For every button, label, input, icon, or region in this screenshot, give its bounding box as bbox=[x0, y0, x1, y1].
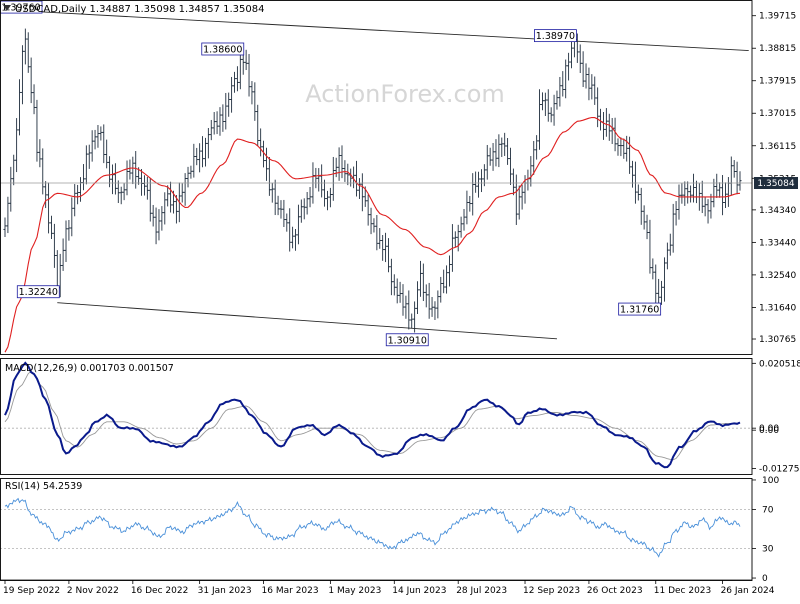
price-tick-label: 1.36115 bbox=[759, 142, 796, 152]
triangle-down-icon bbox=[3, 5, 11, 11]
rsi-tick-label: 0 bbox=[762, 574, 768, 584]
rsi-tick-label: 30 bbox=[762, 545, 774, 555]
time-tick-label: 1 May 2023 bbox=[328, 586, 381, 596]
time-tick-label: 19 Sep 2022 bbox=[3, 586, 60, 596]
macd-panel: MACD(12,26,9) 0.001703 0.001507 0.020518… bbox=[0, 359, 800, 474]
macd-signal-line bbox=[4, 370, 740, 461]
lower-channel-trendline bbox=[57, 302, 558, 340]
time-tick-label: 16 Dec 2022 bbox=[131, 586, 189, 596]
price-tick-label: 1.31640 bbox=[759, 303, 796, 313]
macd-tick-label: -0.012755 bbox=[759, 464, 800, 474]
moving-average-line bbox=[4, 116, 741, 353]
price-tick-label: 1.39715 bbox=[759, 12, 796, 22]
time-tick-label: 28 Jul 2023 bbox=[456, 586, 507, 596]
header-ohlc-text: USDCAD,Daily 1.34887 1.35098 1.34857 1.3… bbox=[15, 4, 265, 15]
time-axis: 19 Sep 2022 2 Nov 2022 16 Dec 2022 31 Jan 2… bbox=[0, 579, 775, 596]
price-tick-label: 1.37915 bbox=[759, 77, 796, 87]
time-tick-label: 16 Mar 2023 bbox=[262, 586, 319, 596]
chart-header: USDCAD,Daily 1.34887 1.35098 1.34857 1.3… bbox=[3, 4, 265, 15]
label-1-38970: 1.38970 bbox=[534, 29, 577, 43]
price-tag-label: 1.35084 bbox=[757, 179, 794, 189]
macd-line bbox=[4, 361, 741, 469]
panel-frames bbox=[0, 0, 753, 581]
price-tick-label: 1.33440 bbox=[759, 238, 796, 248]
price-tick-label: 1.37015 bbox=[759, 109, 796, 119]
time-tick-label: 26 Jan 2024 bbox=[721, 586, 775, 596]
price-tick-label: 1.32540 bbox=[759, 271, 796, 281]
macd-tick-label: 0.020518 bbox=[759, 359, 800, 369]
annotation-box bbox=[0, 0, 43, 14]
panel-frame-2 bbox=[0, 478, 753, 581]
label-1-39760: 1.39760 bbox=[0, 0, 43, 14]
time-tick-label: 12 Sep 2023 bbox=[523, 586, 580, 596]
swing-point-labels: 1.39760 1.38600 1.38970 1.32240 1.30910 1.317… bbox=[0, 0, 662, 347]
annotation-text: 1.30910 bbox=[388, 335, 427, 346]
label-1-38600: 1.38600 bbox=[201, 42, 245, 56]
time-tick-label: 26 Oct 2023 bbox=[587, 586, 643, 596]
annotation-text: 1.38600 bbox=[203, 44, 242, 55]
annotation-text: 1.39760 bbox=[1, 3, 40, 14]
annotation-box bbox=[534, 29, 577, 43]
label-1-30910: 1.30910 bbox=[385, 333, 429, 347]
current-price-tag: 1.35084 bbox=[754, 176, 798, 189]
annotation-box bbox=[201, 42, 245, 56]
price-panel: ActionForex.com 1.397601.386001.389701.3… bbox=[0, 0, 798, 353]
time-tick-label: 14 Jun 2023 bbox=[392, 586, 446, 596]
annotation-box bbox=[618, 302, 662, 316]
annotation-text: 1.38970 bbox=[536, 31, 575, 42]
time-tick-label: 11 Dec 2023 bbox=[654, 586, 712, 596]
time-tick-label: 2 Nov 2022 bbox=[67, 586, 119, 596]
rsi-line bbox=[4, 497, 741, 558]
annotation-text: 1.31760 bbox=[620, 305, 659, 316]
watermark-text: ActionForex.com bbox=[305, 80, 505, 108]
price-tick-label: 1.38815 bbox=[759, 44, 796, 54]
annotation-text: 1.32240 bbox=[19, 287, 58, 298]
macd-tick-label: 0.00 bbox=[759, 424, 779, 434]
label-1-32240: 1.32240 bbox=[16, 285, 60, 299]
rsi-axis: 100 70 30 0 bbox=[752, 476, 779, 584]
ohlc-bar bbox=[738, 171, 742, 191]
rsi-title: RSI(14) 54.2539 bbox=[5, 481, 82, 492]
rsi-tick-label: 70 bbox=[762, 505, 774, 515]
panel-frame-1 bbox=[0, 358, 753, 475]
macd-title: MACD(12,26,9) 0.001703 0.001507 bbox=[5, 363, 174, 374]
ohlc-bars bbox=[3, 28, 742, 333]
channel-trendlines bbox=[22, 10, 749, 340]
label-1-31760: 1.31760 bbox=[618, 302, 662, 316]
rsi-tick-label: 100 bbox=[762, 476, 779, 486]
price-tick-label: 1.30765 bbox=[759, 335, 796, 345]
annotation-box bbox=[385, 333, 429, 347]
rsi-grid bbox=[0, 508, 752, 550]
rsi-panel: RSI(14) 54.2539 100 70 30 0 bbox=[0, 476, 779, 584]
price-tag-box bbox=[754, 176, 798, 189]
time-tick-label: 31 Jan 2023 bbox=[198, 586, 252, 596]
annotation-box bbox=[16, 285, 60, 299]
price-tick-label: 1.34340 bbox=[759, 206, 796, 216]
macd-tick-label: 0.00 bbox=[759, 426, 779, 436]
upper-channel-trendline bbox=[22, 10, 749, 52]
panel-frame-0 bbox=[0, 0, 753, 355]
